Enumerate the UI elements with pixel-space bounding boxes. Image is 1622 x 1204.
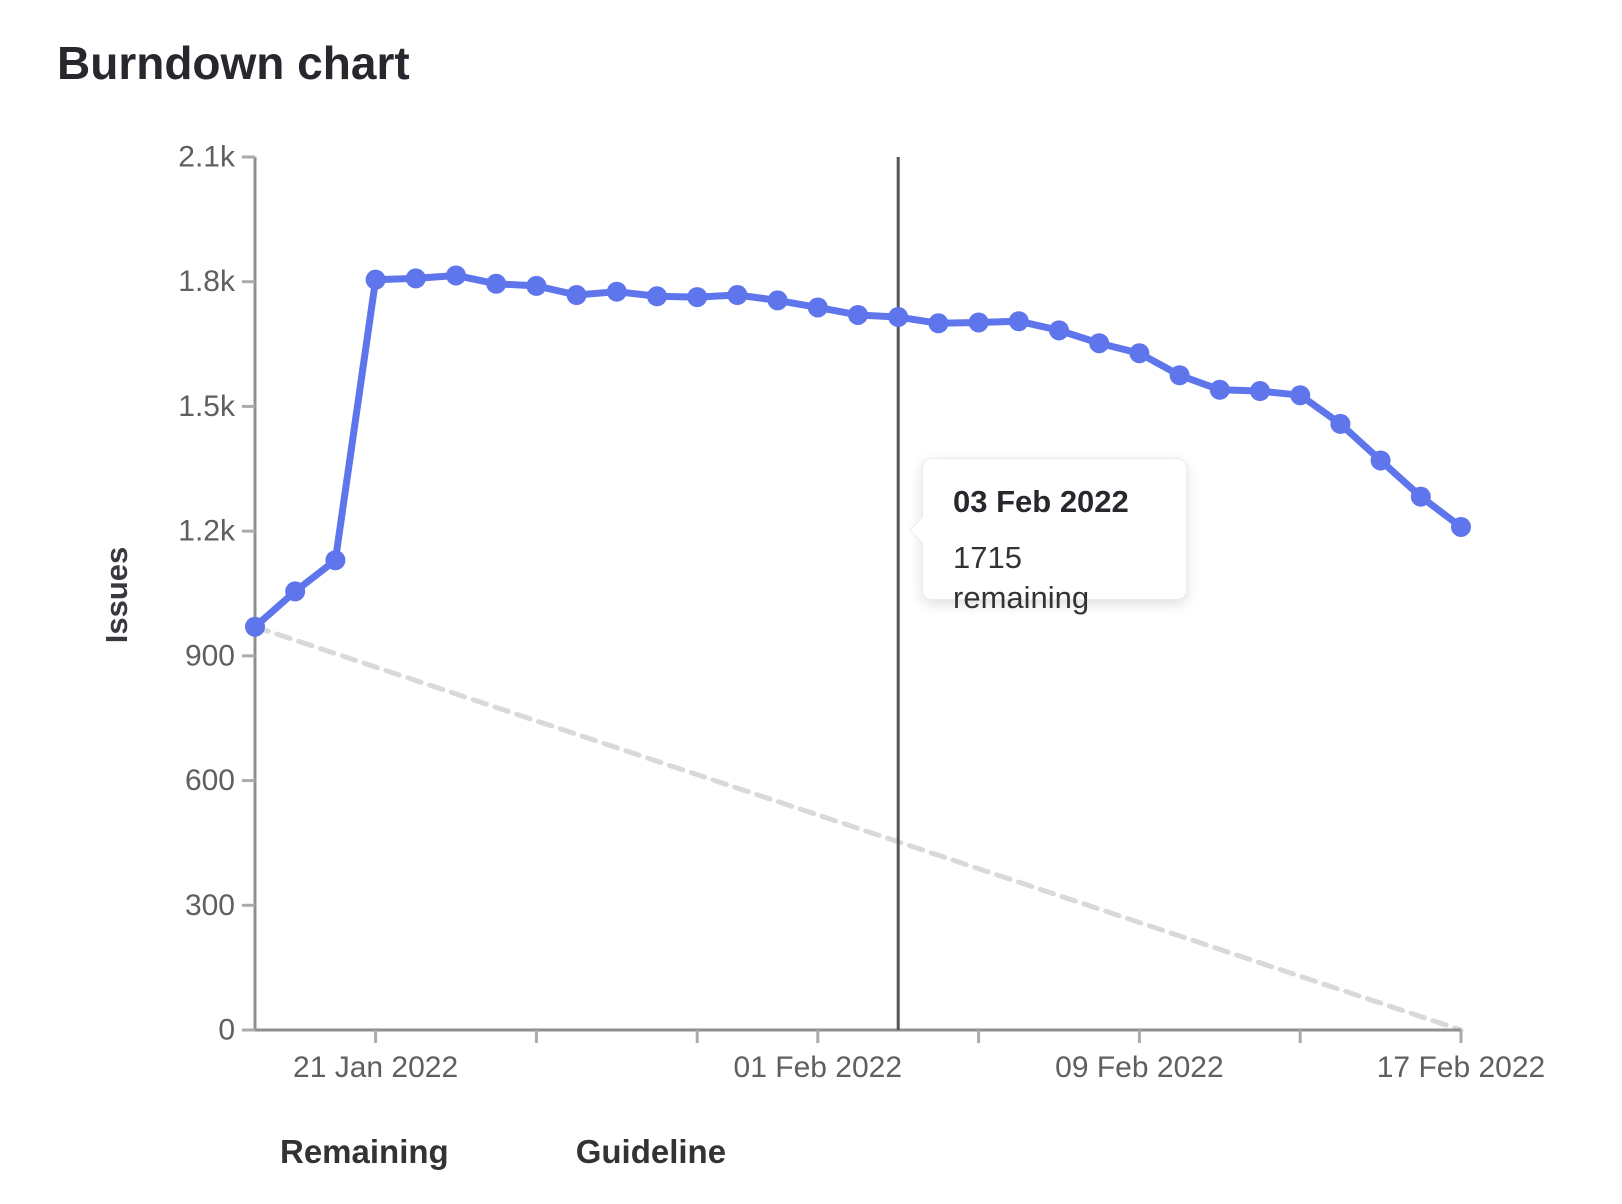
data-point[interactable]	[446, 265, 466, 286]
remaining-line-swatch-icon	[220, 1147, 259, 1157]
data-point[interactable]	[1410, 486, 1431, 507]
data-point[interactable]	[1089, 333, 1110, 354]
x-tick-label: 17 Feb 2022	[1377, 1051, 1545, 1084]
data-point[interactable]	[526, 275, 547, 296]
guideline-line	[252, 624, 1464, 1033]
y-tick-label: 900	[185, 639, 235, 672]
data-point[interactable]	[1008, 311, 1029, 332]
data-point[interactable]	[1049, 320, 1069, 341]
data-point[interactable]	[807, 297, 828, 318]
data-point[interactable]	[727, 285, 748, 306]
data-point[interactable]	[1129, 343, 1150, 364]
data-point[interactable]	[767, 290, 788, 311]
y-tick-label: 2.1k	[178, 141, 236, 174]
tooltip: 03 Feb 2022 1715 remaining	[908, 458, 1187, 615]
data-point[interactable]	[606, 281, 627, 302]
y-tick-label: 1.2k	[178, 515, 236, 548]
legend-label-remaining: Remaining	[280, 1133, 449, 1170]
tooltip-value: 1715 remaining	[953, 540, 1090, 615]
data-point[interactable]	[1330, 413, 1351, 434]
data-point[interactable]	[888, 307, 909, 328]
data-point[interactable]	[1169, 365, 1190, 386]
remaining-line	[251, 271, 1465, 631]
x-tick-label: 21 Jan 2022	[293, 1051, 458, 1084]
data-point[interactable]	[928, 313, 949, 334]
y-tick-label: 300	[185, 889, 235, 922]
data-point[interactable]	[968, 312, 989, 333]
data-point[interactable]	[848, 304, 868, 325]
data-point[interactable]	[566, 285, 587, 306]
data-point[interactable]	[365, 269, 386, 290]
x-tick-label: 01 Feb 2022	[734, 1051, 902, 1084]
data-point[interactable]	[1290, 385, 1311, 406]
data-point[interactable]	[405, 268, 426, 289]
legend-item-remaining[interactable]: Remaining	[220, 1133, 449, 1171]
data-point[interactable]	[647, 286, 667, 307]
tooltip-date: 03 Feb 2022	[953, 484, 1129, 519]
y-tick-label: 1.5k	[178, 390, 236, 423]
data-point[interactable]	[486, 273, 507, 294]
guideline-dashes-swatch-icon	[513, 1147, 555, 1157]
y-tick-label: 1.8k	[178, 265, 236, 298]
data-point[interactable]	[1451, 516, 1471, 537]
legend-item-guideline[interactable]: Guideline	[513, 1133, 726, 1171]
legend-label-guideline: Guideline	[575, 1133, 727, 1170]
data-point[interactable]	[325, 550, 346, 571]
data-point[interactable]	[687, 287, 708, 308]
x-tick-label: 09 Feb 2022	[1055, 1051, 1223, 1084]
data-point[interactable]	[1209, 379, 1230, 400]
y-tick-label: 600	[185, 764, 235, 797]
legend: Remaining Guideline	[220, 1130, 726, 1174]
page-title: Burndown chart	[57, 37, 410, 89]
data-point[interactable]	[245, 616, 265, 637]
data-point[interactable]	[285, 581, 306, 602]
y-tick-label: 0	[218, 1014, 235, 1047]
data-point[interactable]	[1250, 381, 1270, 402]
data-point[interactable]	[1370, 450, 1391, 471]
